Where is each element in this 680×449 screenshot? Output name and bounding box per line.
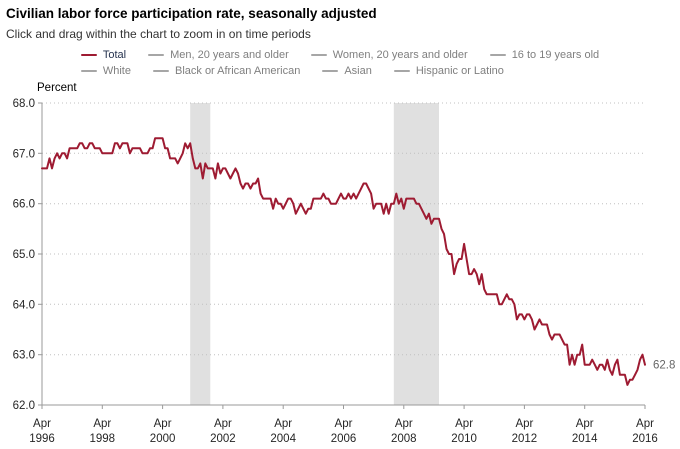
x-tick-label-year: 1996 bbox=[29, 433, 55, 445]
chart-subtitle: Click and drag within the chart to zoom … bbox=[6, 27, 311, 41]
legend-label: 16 to 19 years old bbox=[511, 49, 600, 61]
legend-item-men-20-years-and-older[interactable]: Men, 20 years and older bbox=[148, 47, 289, 63]
x-tick-label-month: Apr bbox=[93, 418, 111, 430]
legend-marker-icon bbox=[310, 54, 327, 56]
x-tick-label-year: 2000 bbox=[150, 433, 176, 445]
legend-item-black-or-african-american[interactable]: Black or African American bbox=[152, 63, 301, 79]
x-tick-label-year: 2002 bbox=[210, 433, 236, 445]
y-tick-label: 68.0 bbox=[13, 98, 35, 110]
x-tick-label-month: Apr bbox=[154, 418, 172, 430]
legend-item-16-to-19-years-old[interactable]: 16 to 19 years old bbox=[489, 47, 600, 63]
legend-label: Total bbox=[102, 49, 127, 61]
y-tick-label: 65.0 bbox=[13, 249, 35, 261]
y-axis-title: Percent bbox=[37, 82, 77, 94]
y-tick-label: 67.0 bbox=[13, 148, 35, 160]
legend-marker-icon bbox=[489, 54, 506, 56]
legend-row: Total Men, 20 years and older Women, 20 ye… bbox=[80, 47, 600, 63]
recession-band bbox=[190, 103, 211, 405]
x-tick-label-month: Apr bbox=[515, 418, 533, 430]
y-tick-label: 62.0 bbox=[13, 400, 35, 412]
chart-title: Civilian labor force participation rate,… bbox=[6, 6, 377, 21]
x-tick-label-month: Apr bbox=[636, 418, 654, 430]
legend-marker-icon bbox=[393, 70, 410, 72]
x-tick-label-year: 1998 bbox=[90, 433, 116, 445]
legend-item-hispanic-or-latino[interactable]: Hispanic or Latino bbox=[393, 63, 504, 79]
x-tick-label-month: Apr bbox=[274, 418, 292, 430]
x-tick-label-year: 2010 bbox=[451, 433, 477, 445]
y-tick-label: 66.0 bbox=[13, 199, 35, 211]
legend-item-white[interactable]: White bbox=[80, 63, 131, 79]
chart-legend: Total Men, 20 years and older Women, 20 ye… bbox=[0, 47, 680, 79]
x-tick-label-month: Apr bbox=[395, 418, 413, 430]
x-tick-label-year: 2012 bbox=[512, 433, 538, 445]
x-tick-label-year: 2014 bbox=[572, 433, 598, 445]
legend-label: Black or African American bbox=[174, 65, 301, 77]
legend-label: Men, 20 years and older bbox=[170, 49, 289, 61]
x-tick-label-year: 2008 bbox=[391, 433, 417, 445]
legend-marker-icon bbox=[322, 70, 339, 72]
legend-label: White bbox=[102, 65, 131, 77]
y-tick-label: 64.0 bbox=[13, 299, 35, 311]
x-tick-label-month: Apr bbox=[33, 418, 51, 430]
legend-marker-icon bbox=[148, 54, 165, 56]
x-tick-label-month: Apr bbox=[335, 418, 353, 430]
x-tick-label-month: Apr bbox=[214, 418, 232, 430]
x-tick-label-month: Apr bbox=[576, 418, 594, 430]
x-tick-label-year: 2016 bbox=[632, 433, 658, 445]
x-tick-label-year: 2004 bbox=[270, 433, 296, 445]
legend-item-total[interactable]: Total bbox=[80, 47, 127, 63]
legend-item-women-20-years-and-older[interactable]: Women, 20 years and older bbox=[310, 47, 468, 63]
legend-marker-icon bbox=[152, 70, 169, 72]
legend-marker-icon bbox=[80, 54, 97, 56]
y-tick-label: 63.0 bbox=[13, 350, 35, 362]
x-tick-label-year: 2006 bbox=[331, 433, 357, 445]
last-value-label: 62.8 bbox=[653, 360, 675, 372]
series-line-total[interactable] bbox=[41, 137, 646, 386]
chart-header: Civilian labor force participation rate,… bbox=[6, 4, 674, 43]
chart-plot-area[interactable]: 68.0 67.0 66.0 65.0 64.0 63.0 62.0 Apr 1996 Apr 19… bbox=[0, 78, 680, 449]
legend-item-asian[interactable]: Asian bbox=[322, 63, 372, 79]
legend-label: Hispanic or Latino bbox=[415, 65, 504, 77]
legend-label: Women, 20 years and older bbox=[332, 49, 468, 61]
legend-label: Asian bbox=[344, 65, 372, 77]
x-tick-label-month: Apr bbox=[455, 418, 473, 430]
recession-band bbox=[393, 103, 439, 405]
legend-marker-icon bbox=[80, 70, 97, 72]
legend-row: White Black or African American Asian Hispa… bbox=[80, 63, 599, 79]
